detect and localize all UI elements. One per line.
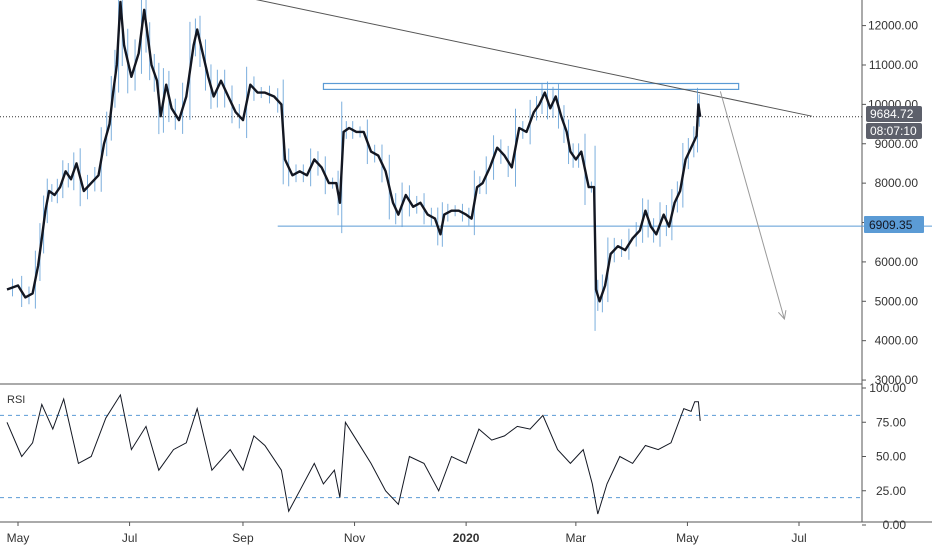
price-axis-tick-label: 9000.00 <box>875 137 919 151</box>
rsi-line <box>6 393 701 515</box>
price-axis-tick-label: 5000.00 <box>875 294 919 308</box>
time-axis-ticks: May Jul Sep Nov 2020 Mar May Jul <box>7 522 807 545</box>
current-price-value: 9684.72 <box>870 107 914 121</box>
time-axis-tick-label: 2020 <box>453 531 480 545</box>
price-line <box>6 0 702 303</box>
time-axis-tick-label: May <box>676 531 699 545</box>
rsi-axis-tick-label: 50.00 <box>876 450 906 464</box>
projection-arrow <box>719 91 787 321</box>
rsi-axis-tick-label: 25.00 <box>876 484 906 498</box>
time-axis-tick-label: Nov <box>344 531 365 545</box>
price-axis-tick-label: 4000.00 <box>875 334 919 348</box>
support-level-value: 6909.35 <box>869 218 913 232</box>
candle-countdown-value: 08:07:10 <box>870 124 917 138</box>
candle-countdown-tag: 08:07:10 <box>866 123 922 139</box>
time-axis-tick-label: May <box>7 531 30 545</box>
price-axis-tick-label: 11000.00 <box>869 58 918 72</box>
projection-arrow-line <box>719 91 785 320</box>
time-axis-tick-label: Jul <box>122 531 137 545</box>
price-axis-tick-label: 6000.00 <box>875 255 919 269</box>
rsi-axis-tick-label: 75.00 <box>876 415 906 429</box>
rsi-axis-ticks: 0.00 25.00 50.00 75.00 100.00 <box>862 381 906 532</box>
price-axis-tick-label: 12000.00 <box>868 19 918 33</box>
resistance-zone <box>322 82 740 91</box>
descending-trendline <box>255 0 812 117</box>
rsi-title: RSI <box>7 394 25 406</box>
current-price-tag: 9684.72 <box>866 106 922 122</box>
time-axis-tick-label: Mar <box>566 531 587 545</box>
rsi-axis-tick-label: 0.00 <box>883 518 907 532</box>
rsi-pane: RSI 0.00 25.00 50.00 75.00 100.00 <box>0 381 906 532</box>
price-axis-tick-label: 3000.00 <box>875 373 919 387</box>
support-level-tag: 6909.35 <box>864 216 924 233</box>
projection-arrow-head <box>778 310 787 321</box>
time-axis-tick-label: Sep <box>232 531 254 545</box>
price-axis-ticks: 3000.004000.005000.006000.007000.008000.… <box>862 19 918 387</box>
rsi-axis-tick-label: 100.00 <box>869 381 906 395</box>
time-axis-tick-label: Jul <box>791 531 806 545</box>
price-axis-tick-label: 8000.00 <box>875 176 919 190</box>
price-pane: 3000.004000.005000.006000.007000.008000.… <box>0 0 932 523</box>
